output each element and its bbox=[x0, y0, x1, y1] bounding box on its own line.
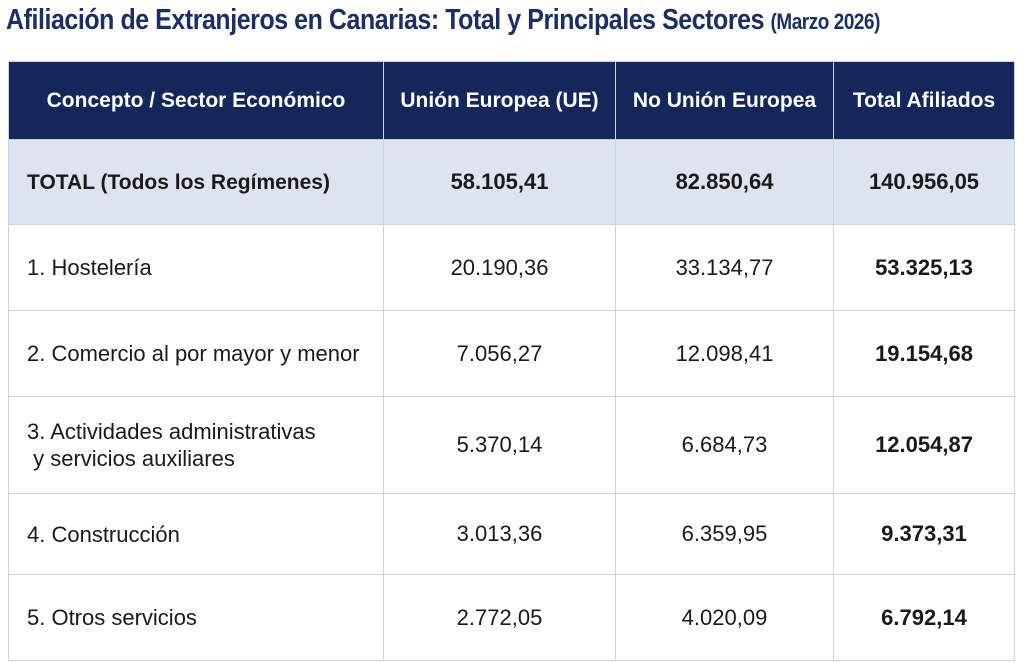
row-ue: 20.190,36 bbox=[383, 224, 616, 311]
row-no-ue: 6.684,73 bbox=[615, 396, 834, 494]
row-label-line1: 3. Actividades administrativas bbox=[27, 419, 316, 444]
title-main: Afiliación de Extranjeros en Canarias: T… bbox=[6, 4, 765, 36]
table-row: 5. Otros servicios 2.772,05 4.020,09 6.7… bbox=[8, 574, 1015, 661]
header-total: Total Afiliados bbox=[833, 61, 1015, 140]
row-no-ue: 12.098,41 bbox=[615, 310, 834, 397]
page-title: Afiliación de Extranjeros en Canarias: T… bbox=[6, 4, 880, 37]
row-label: 3. Actividades administrativas y servici… bbox=[8, 396, 384, 494]
row-ue: 7.056,27 bbox=[383, 310, 616, 397]
header-concepto: Concepto / Sector Económico bbox=[8, 61, 384, 140]
row-label: 5. Otros servicios bbox=[8, 574, 384, 661]
row-label-line2: y servicios auxiliares bbox=[33, 446, 235, 471]
table-row: 2. Comercio al por mayor y menor 7.056,2… bbox=[8, 310, 1015, 397]
header-no-ue: No Unión Europea bbox=[615, 61, 834, 140]
total-total: 140.956,05 bbox=[833, 139, 1015, 225]
title-date: (Marzo 2026) bbox=[770, 9, 881, 34]
row-label: 1. Hostelería bbox=[8, 224, 384, 311]
row-total: 12.054,87 bbox=[833, 396, 1015, 494]
table-header-row: Concepto / Sector Económico Unión Europe… bbox=[8, 61, 1015, 140]
row-total: 19.154,68 bbox=[833, 310, 1015, 397]
row-total: 53.325,13 bbox=[833, 224, 1015, 311]
total-no-ue: 82.850,64 bbox=[615, 139, 834, 225]
total-ue: 58.105,41 bbox=[383, 139, 616, 225]
table-row: 1. Hostelería 20.190,36 33.134,77 53.325… bbox=[8, 224, 1015, 311]
row-no-ue: 6.359,95 bbox=[615, 493, 834, 575]
row-label: 2. Comercio al por mayor y menor bbox=[8, 310, 384, 397]
row-ue: 2.772,05 bbox=[383, 574, 616, 661]
total-label: TOTAL (Todos los Regímenes) bbox=[8, 139, 384, 225]
row-no-ue: 33.134,77 bbox=[615, 224, 834, 311]
header-ue: Unión Europea (UE) bbox=[383, 61, 616, 140]
row-total: 6.792,14 bbox=[833, 574, 1015, 661]
row-ue: 3.013,36 bbox=[383, 493, 616, 575]
row-total: 9.373,31 bbox=[833, 493, 1015, 575]
affiliation-table: Concepto / Sector Económico Unión Europe… bbox=[8, 61, 1015, 661]
row-label: 4. Construcción bbox=[8, 493, 384, 575]
table-total-row: TOTAL (Todos los Regímenes) 58.105,41 82… bbox=[8, 139, 1015, 225]
row-no-ue: 4.020,09 bbox=[615, 574, 834, 661]
row-ue: 5.370,14 bbox=[383, 396, 616, 494]
table-row: 4. Construcción 3.013,36 6.359,95 9.373,… bbox=[8, 493, 1015, 575]
table-row: 3. Actividades administrativas y servici… bbox=[8, 396, 1015, 494]
